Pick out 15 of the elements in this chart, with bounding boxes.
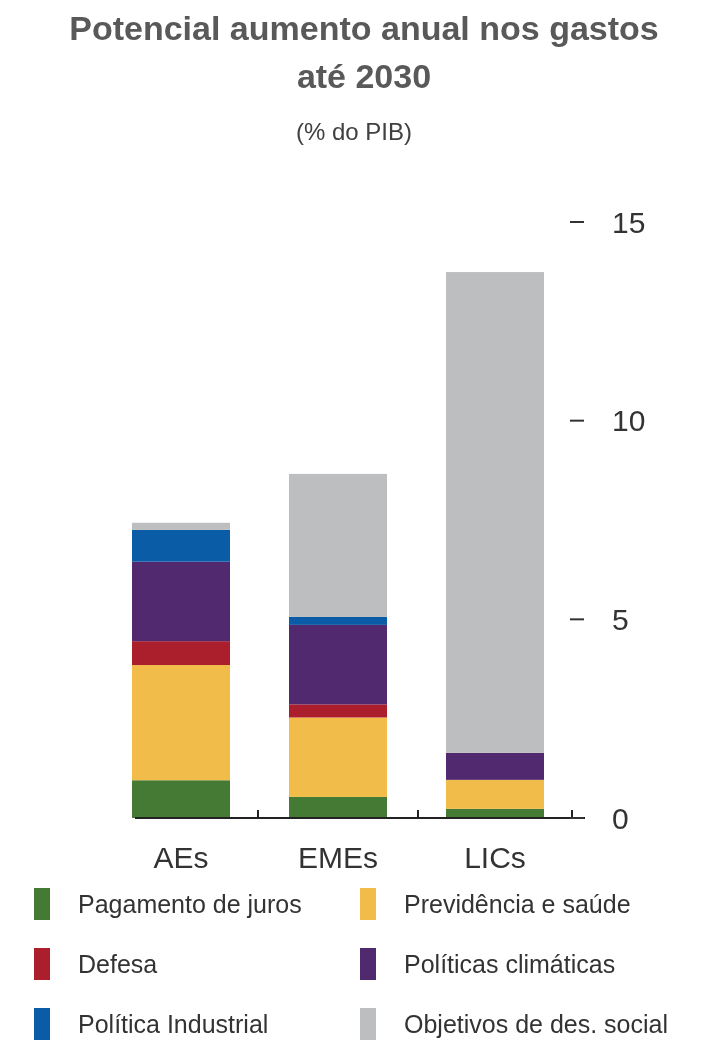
legend-label: Política Industrial bbox=[78, 1009, 269, 1038]
chart-title: Potencial aumento anual nos gastos até 2030 bbox=[69, 9, 659, 95]
legend-label: Defesa bbox=[78, 949, 158, 978]
x-tick-label: AEs bbox=[153, 841, 209, 874]
legend-label: Políticas climáticas bbox=[404, 949, 616, 978]
legend-label: Pagamento de juros bbox=[78, 889, 302, 918]
y-tick-label: 5 bbox=[612, 602, 629, 636]
legend-label: Objetivos de des. social bbox=[404, 1009, 669, 1038]
y-tick-label: 0 bbox=[612, 801, 629, 835]
chart-subtitle: (% do PIB) bbox=[295, 118, 413, 145]
y-tick-label: 15 bbox=[612, 205, 646, 239]
x-tick-label: EMEs bbox=[297, 841, 379, 874]
x-tick-label: LICs bbox=[464, 841, 526, 874]
legend-label: Previdência e saúde bbox=[404, 889, 631, 918]
y-tick-label: 10 bbox=[612, 404, 646, 438]
